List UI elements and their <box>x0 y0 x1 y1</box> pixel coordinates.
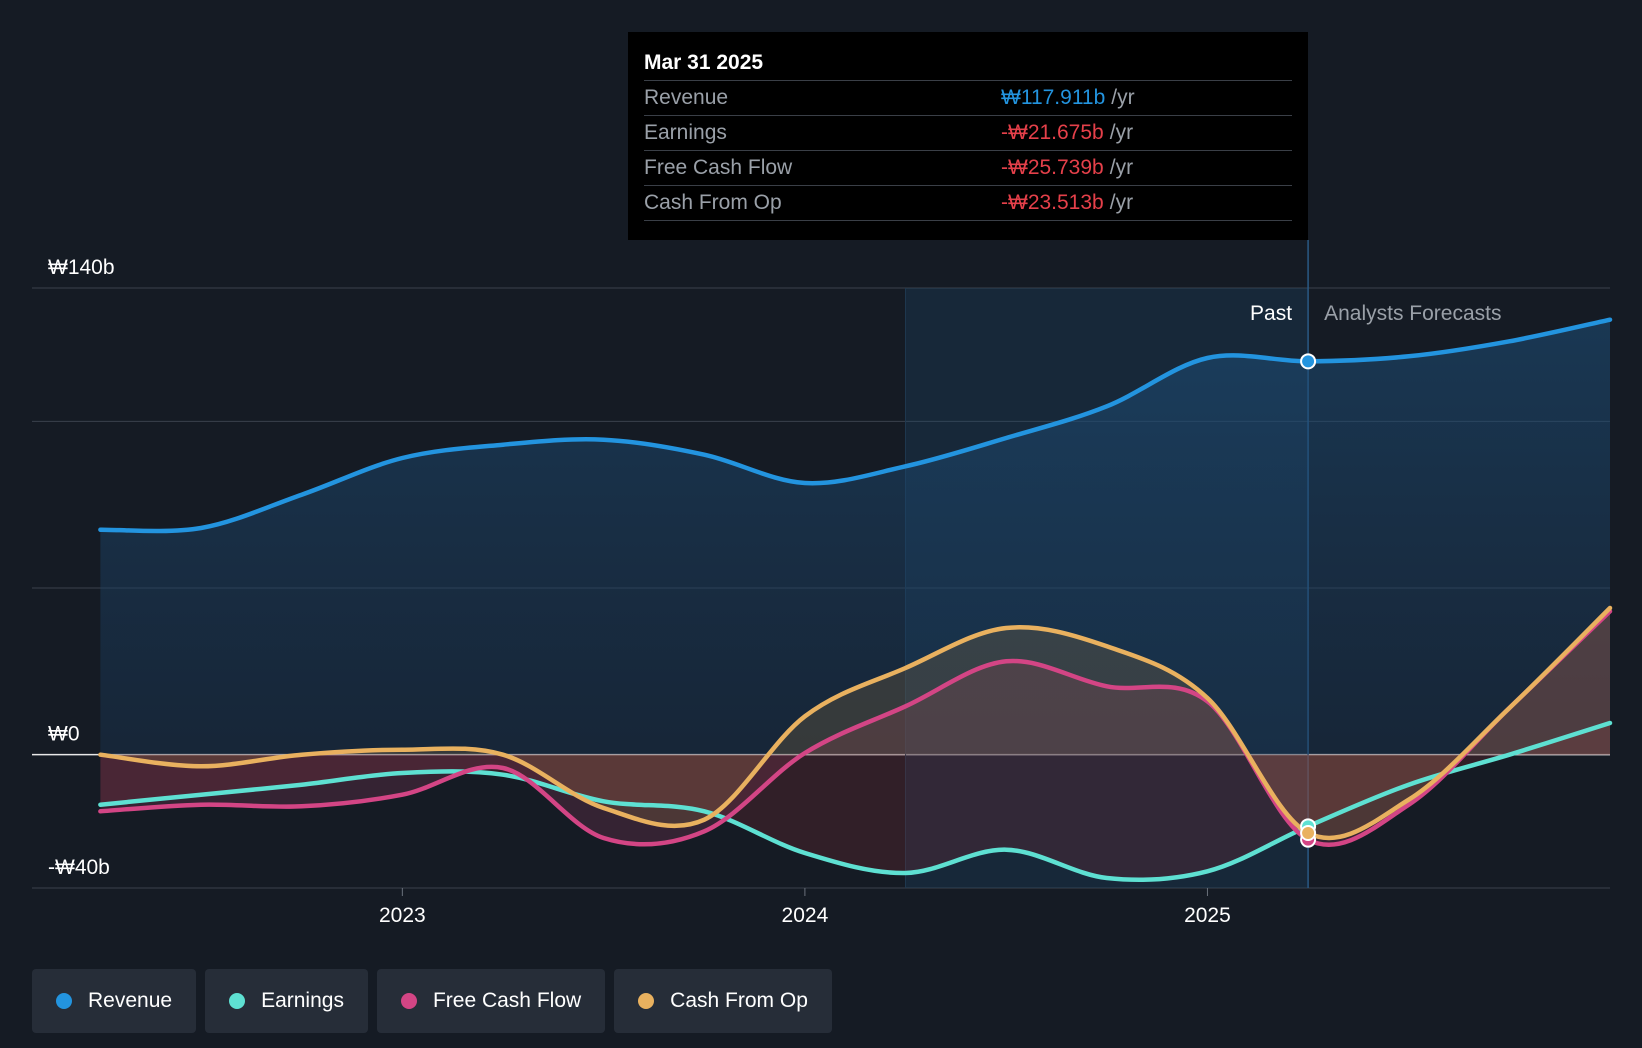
revenue-line <box>98 317 1613 534</box>
tooltip-unit: /yr <box>1111 86 1135 109</box>
legend-label: Revenue <box>88 989 173 1012</box>
tooltip-value: ₩117.911b <box>1001 86 1106 109</box>
earnings-area <box>100 723 1610 880</box>
tooltip-label: Earnings <box>644 121 727 144</box>
legend-label: Cash From Op <box>670 989 808 1012</box>
forecast-label: Analysts Forecasts <box>1324 302 1501 325</box>
legend-item-revenue[interactable]: Revenue <box>32 969 197 1033</box>
tooltip-value: -₩25.739b <box>1001 156 1104 179</box>
tooltip-unit: /yr <box>1109 191 1134 214</box>
earnings-dot-icon <box>229 993 246 1009</box>
free-cash-flow-dot-icon <box>400 993 417 1009</box>
cash-from-op-area <box>100 608 1610 839</box>
x-tick-label: 2025 <box>1184 904 1231 927</box>
tooltip-label: Revenue <box>644 86 729 109</box>
revenue-area <box>100 319 1610 755</box>
tooltip-unit: /yr <box>1109 156 1134 179</box>
tooltip-row-revenue: Revenue ₩117.911b /yr <box>644 81 1292 116</box>
legend-label: Free Cash Flow <box>432 989 582 1012</box>
legend-item-free-cash-flow[interactable]: Free Cash Flow <box>376 969 606 1033</box>
y-axis-label: ₩0 <box>48 723 80 746</box>
revenue-dot-icon <box>56 993 72 1009</box>
tooltip-date: Mar 31 2025 <box>644 46 1292 81</box>
x-tick-label: 2024 <box>782 904 829 927</box>
y-axis-label: -₩40b <box>48 856 110 879</box>
legend-label: Earnings <box>261 989 344 1012</box>
y-axis-label: ₩140b <box>48 256 115 279</box>
tooltip-value: -₩23.513b <box>1001 191 1104 214</box>
cash-from-op-dot-icon <box>638 993 655 1009</box>
tooltip-row-cash-from-op: Cash From Op -₩23.513b /yr <box>644 186 1292 221</box>
cash-from-op-line <box>98 605 1613 841</box>
tooltip-panel: Mar 31 2025 Revenue ₩117.911b /yr Earnin… <box>628 32 1308 240</box>
tooltip-row-earnings: Earnings -₩21.675b /yr <box>644 116 1292 151</box>
revenue-marker <box>1300 353 1317 370</box>
past-label: Past <box>1250 302 1292 325</box>
legend-item-cash-from-op[interactable]: Cash From Op <box>614 969 832 1033</box>
earnings-line <box>98 720 1613 882</box>
legend: Revenue Earnings Free Cash Flow Cash Fro… <box>32 969 841 1033</box>
tooltip-row-free-cash-flow: Free Cash Flow -₩25.739b /yr <box>644 151 1292 186</box>
tooltip-label: Free Cash Flow <box>644 156 793 179</box>
free-cash-flow-line <box>98 609 1613 847</box>
tooltip-label: Cash From Op <box>644 191 782 214</box>
tooltip-unit: /yr <box>1109 121 1134 144</box>
tooltip-value: -₩21.675b <box>1001 121 1104 144</box>
cash-from-op-marker <box>1300 825 1317 841</box>
legend-item-earnings[interactable]: Earnings <box>205 969 368 1033</box>
x-tick-label: 2023 <box>379 904 426 927</box>
